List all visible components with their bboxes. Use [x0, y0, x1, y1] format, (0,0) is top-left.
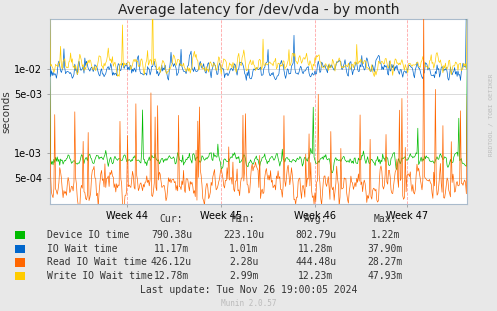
- Text: 802.79u: 802.79u: [295, 230, 336, 240]
- Text: IO Wait time: IO Wait time: [47, 244, 118, 254]
- Text: 11.17m: 11.17m: [154, 244, 189, 254]
- Text: 47.93m: 47.93m: [368, 271, 403, 281]
- Text: 2.28u: 2.28u: [229, 258, 258, 267]
- Text: 37.90m: 37.90m: [368, 244, 403, 254]
- Text: 12.23m: 12.23m: [298, 271, 333, 281]
- Text: Avg:: Avg:: [304, 214, 328, 224]
- Text: 790.38u: 790.38u: [151, 230, 192, 240]
- Text: Munin 2.0.57: Munin 2.0.57: [221, 299, 276, 308]
- Text: Read IO Wait time: Read IO Wait time: [47, 258, 147, 267]
- Text: Cur:: Cur:: [160, 214, 183, 224]
- Text: Min:: Min:: [232, 214, 255, 224]
- Y-axis label: seconds: seconds: [1, 90, 11, 132]
- Text: 2.99m: 2.99m: [229, 271, 258, 281]
- Title: Average latency for /dev/vda - by month: Average latency for /dev/vda - by month: [118, 3, 399, 17]
- Text: Last update: Tue Nov 26 19:00:05 2024: Last update: Tue Nov 26 19:00:05 2024: [140, 285, 357, 295]
- Text: 12.78m: 12.78m: [154, 271, 189, 281]
- Text: Write IO Wait time: Write IO Wait time: [47, 271, 153, 281]
- Text: Max:: Max:: [373, 214, 397, 224]
- Text: 426.12u: 426.12u: [151, 258, 192, 267]
- Text: 1.01m: 1.01m: [229, 244, 258, 254]
- Text: 223.10u: 223.10u: [223, 230, 264, 240]
- Text: RRDTOOL / TOBI OETIKER: RRDTOOL / TOBI OETIKER: [489, 74, 494, 156]
- Text: Device IO time: Device IO time: [47, 230, 129, 240]
- Text: 28.27m: 28.27m: [368, 258, 403, 267]
- Text: 444.48u: 444.48u: [295, 258, 336, 267]
- Text: 1.22m: 1.22m: [370, 230, 400, 240]
- Text: 11.28m: 11.28m: [298, 244, 333, 254]
